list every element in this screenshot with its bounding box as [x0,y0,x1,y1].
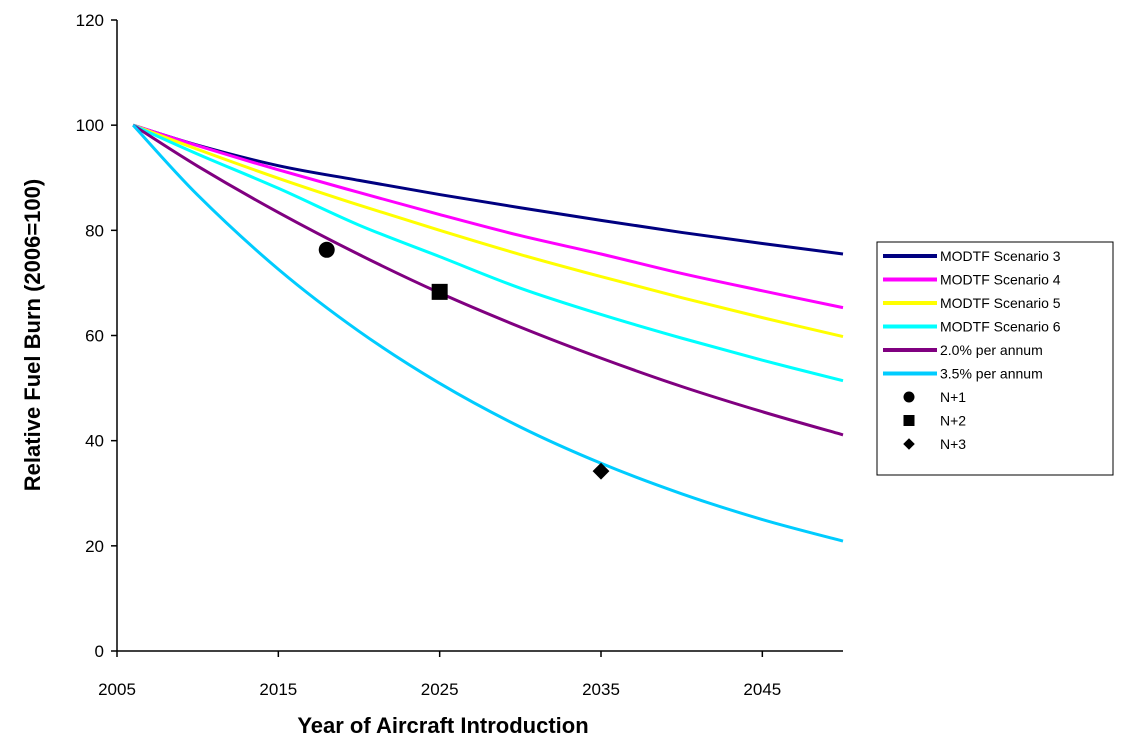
y-tick-label: 20 [85,537,104,556]
series-line-0 [132,123,844,256]
data-point-nplus3 [592,462,610,480]
y-tick-label: 80 [85,221,104,240]
x-axis-title: Year of Aircraft Introduction [297,713,588,738]
data-point-nplus2 [431,283,448,300]
y-tick-label: 40 [85,432,104,451]
x-tick-label: 2045 [743,680,781,699]
series-line-5 [132,124,844,543]
ticks: 0 20 40 60 80 100 120 2005 2015 2025 2035 2045 [76,11,782,699]
legend-label: MODTF Scenario 3 [940,248,1061,264]
legend-label: MODTF Scenario 5 [940,295,1061,311]
axes [116,20,843,652]
series-line-1 [132,123,844,310]
y-axis-title: Relative Fuel Burn (2006=100) [20,179,45,491]
y-tick-label: 120 [76,11,104,30]
series-line-4 [132,123,844,437]
legend-label: 2.0% per annum [940,342,1043,358]
legend-label: N+2 [940,413,966,429]
legend-label: MODTF Scenario 6 [940,319,1061,335]
x-tick-label: 2005 [98,680,136,699]
legend-label: N+3 [940,436,966,452]
series-line-2 [132,123,844,339]
series-line-3 [132,123,844,383]
legend-marker [903,415,915,426]
legend-marker [903,438,915,450]
plot-area [132,123,844,543]
x-tick-label: 2025 [421,680,459,699]
x-tick-label: 2035 [582,680,620,699]
y-tick-label: 60 [85,327,104,346]
x-tick-label: 2015 [259,680,297,699]
y-tick-label: 0 [95,642,104,661]
legend-label: 3.5% per annum [940,366,1043,382]
legend: MODTF Scenario 3 MODTF Scenario 4 MODTF Sc… [876,241,1114,476]
legend-label: MODTF Scenario 4 [940,272,1061,288]
y-tick-label: 100 [76,116,104,135]
legend-marker [903,391,915,403]
data-point-nplus1 [318,241,335,258]
legend-label: N+1 [940,389,966,405]
